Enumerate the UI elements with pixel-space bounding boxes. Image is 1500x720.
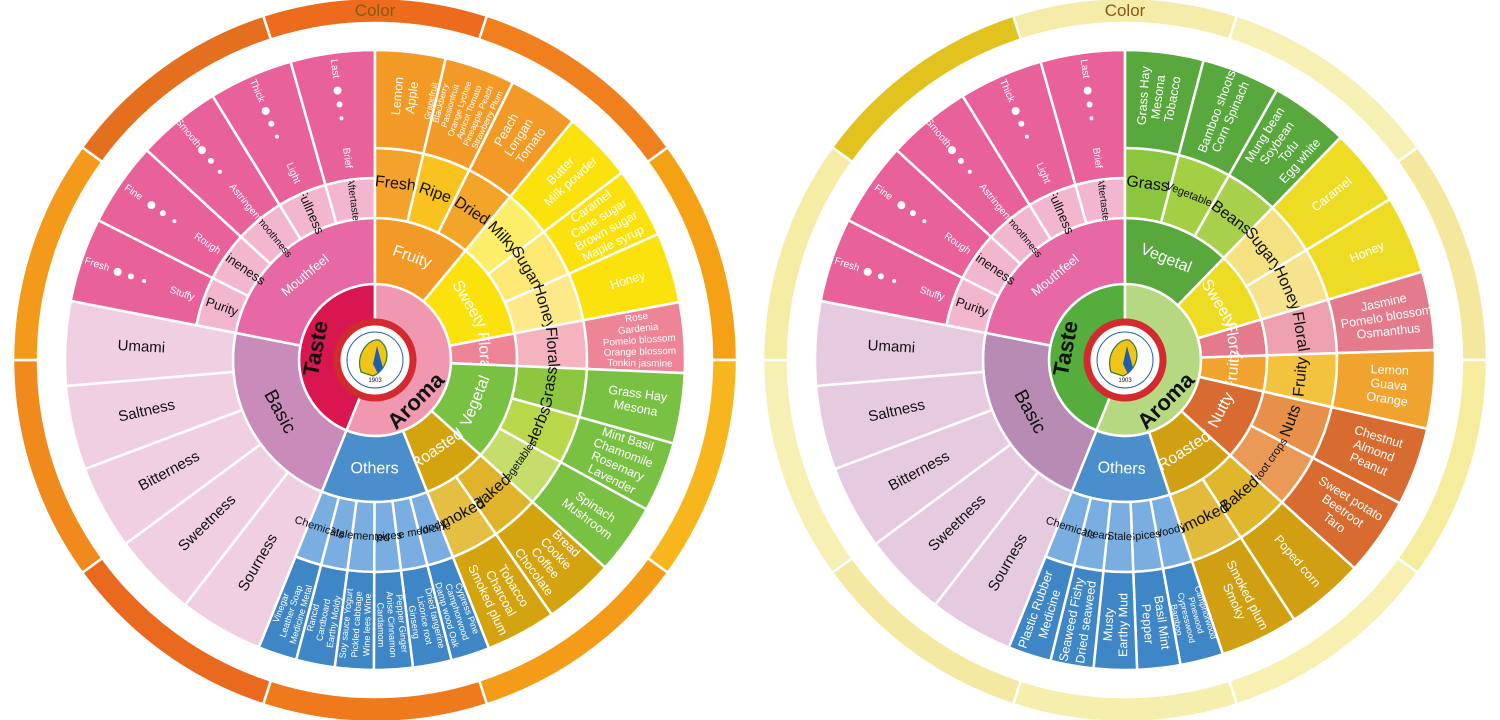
aroma-example: Cardamom <box>375 603 386 648</box>
aroma-example: Guava <box>1370 376 1408 393</box>
taste-scale-end: Brief <box>340 147 354 169</box>
aroma-example: Earthy Mud <box>1116 593 1130 657</box>
aroma-item-label: Stale <box>327 525 354 542</box>
aroma-item-label: Fresh <box>374 173 417 195</box>
taste-section: TasteBasicSournessSweetnessBitternessSal… <box>813 48 1127 650</box>
taste-item-label: Umami <box>117 337 165 357</box>
flavor-wheel-left: Color TasteBasicSournessSweetnessBitterne… <box>11 0 739 720</box>
aroma-item-label: Grass <box>538 365 561 410</box>
color-ring-segment <box>830 14 1023 164</box>
scale-dot <box>142 278 147 283</box>
scale-dot <box>1011 106 1020 115</box>
aroma-item-label: Floral <box>1288 311 1311 353</box>
scale-dot <box>947 146 956 155</box>
aroma-example: Tonkin jasmine <box>607 358 673 370</box>
aroma-examples-chemicals <box>257 554 323 662</box>
scale-dot <box>172 219 177 224</box>
scale-dot <box>339 116 344 121</box>
scale-dot <box>863 267 872 276</box>
aroma-example: Pomelo blossom <box>603 333 676 349</box>
aroma-group-label: Others <box>351 460 399 477</box>
aroma-example: Wine lees Wine <box>361 593 373 656</box>
scale-dot <box>147 201 156 210</box>
aroma-item-label: Floral <box>542 326 562 367</box>
scale-dot <box>1089 116 1094 121</box>
scale-dot <box>217 169 222 174</box>
scale-dot <box>159 210 166 217</box>
aroma-examples-chemicals <box>1007 554 1076 663</box>
scale-dot <box>333 86 342 95</box>
logo-seal: 1903 <box>333 318 417 402</box>
aroma-group-label: Others <box>1097 459 1146 478</box>
aroma-item-label: Spices <box>1127 528 1162 544</box>
scale-dot <box>897 201 906 210</box>
color-ring: Color <box>761 0 1489 720</box>
aroma-example: Pickled cabbage <box>349 591 363 658</box>
aroma-example: Pepper <box>1139 603 1156 644</box>
color-ring-segment <box>80 14 273 164</box>
scale-dot <box>1086 101 1093 108</box>
aroma-example: Lemon <box>1370 362 1409 378</box>
color-ring-label: Color <box>1105 1 1146 20</box>
scale-dot <box>957 157 964 164</box>
aroma-example: Musty <box>1101 607 1117 642</box>
aroma-example: Osmanthus <box>1356 321 1421 342</box>
scale-dot <box>113 267 122 276</box>
scale-dot <box>336 101 343 108</box>
color-ring-label: Color <box>355 1 396 20</box>
aroma-example: Apple <box>403 81 421 115</box>
scale-dot <box>1083 86 1092 95</box>
taiwan-map-icon <box>373 346 383 374</box>
scale-dot <box>909 210 916 217</box>
aroma-item-label: Fruity <box>1291 356 1312 397</box>
logo-year: 1903 <box>368 378 382 384</box>
taste-section: TasteBasicSournessSweetnessBitternessSal… <box>63 48 377 650</box>
scale-dot <box>261 106 270 115</box>
flavor-wheel-right: Color TasteBasicSournessSweetnessBitterne… <box>761 0 1489 720</box>
aroma-item-label: Ocean <box>1078 526 1112 543</box>
taste-scale-end: Brief <box>1090 147 1104 169</box>
aroma-example: Mesona <box>1148 74 1168 120</box>
aroma-section: AromaFruityFreshLemonAppleRipeGrapefruit… <box>257 48 687 672</box>
aroma-example: Gardenia <box>617 321 659 337</box>
color-ring: Color <box>11 0 739 720</box>
aroma-item-label: Spices <box>369 530 403 544</box>
scale-dot <box>922 219 927 224</box>
scale-dot <box>892 278 897 283</box>
scale-dot <box>127 273 134 280</box>
aroma-example: Orange blossom <box>604 346 677 359</box>
aroma-example: Grass Hay <box>1135 65 1153 126</box>
taiwan-map-icon <box>1123 346 1133 374</box>
scale-dot <box>274 134 279 139</box>
scale-dot <box>268 120 275 127</box>
scale-dot <box>1018 120 1025 127</box>
scale-dot <box>197 146 206 155</box>
aroma-item-label: Stale <box>1107 530 1132 543</box>
taste-item-label: Umami <box>867 337 915 357</box>
aroma-example: Anise Cinnamon <box>384 591 398 658</box>
aroma-item-label: Grass <box>1125 173 1169 195</box>
scale-dot <box>207 157 214 164</box>
taste-scale-start: Last <box>1078 59 1092 79</box>
scale-dot <box>1024 134 1029 139</box>
aroma-example: Orange <box>1365 389 1408 409</box>
logo-year: 1903 <box>1118 378 1132 384</box>
aroma-group-label: Fruity <box>1223 350 1244 391</box>
scale-dot <box>967 169 972 174</box>
aroma-group-label: Floral <box>474 331 494 372</box>
aroma-group-label: Floral <box>1221 321 1244 363</box>
aroma-example: Lemon <box>389 76 406 115</box>
aroma-example: Ginseng <box>407 605 422 640</box>
taste-scale-start: Last <box>328 59 342 79</box>
scale-dot <box>877 273 884 280</box>
logo-seal: 1903 <box>1083 318 1167 402</box>
aroma-example: Rose <box>624 311 649 326</box>
